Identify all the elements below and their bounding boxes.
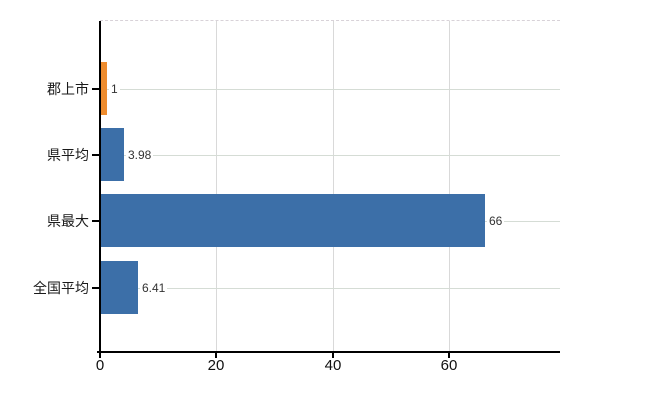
category-label: 県最大: [47, 213, 89, 229]
bar-2: [101, 194, 485, 247]
category-label: 郡上市: [47, 81, 89, 97]
bar-1: [101, 128, 124, 181]
x-tick-label: 40: [324, 357, 342, 374]
category-label: 全国平均: [33, 280, 89, 296]
bar-3: [101, 261, 138, 314]
bar-0: [101, 62, 107, 115]
y-axis-tick: [92, 220, 100, 222]
category-label: 県平均: [47, 147, 89, 163]
vertical-gridline: [216, 21, 217, 352]
value-label: 3.98: [126, 148, 154, 162]
vertical-gridline: [449, 21, 450, 352]
y-axis-line: [99, 21, 101, 352]
x-tick-label: 60: [440, 357, 458, 374]
value-label: 6.41: [140, 281, 168, 295]
value-label: 1: [109, 82, 120, 96]
x-tick-label: 0: [95, 357, 105, 374]
horizontal-gridline: [100, 155, 560, 156]
y-axis-tick: [92, 154, 100, 156]
vertical-gridline: [333, 21, 334, 352]
value-label: 66: [487, 214, 505, 228]
x-axis-tick: [215, 353, 217, 358]
x-axis-tick: [448, 353, 450, 358]
horizontal-gridline: [100, 288, 560, 289]
x-axis-tick: [332, 353, 334, 358]
x-axis-line: [97, 351, 560, 353]
horizontal-gridline: [100, 89, 560, 90]
y-axis-tick: [92, 287, 100, 289]
x-tick-label: 20: [207, 357, 225, 374]
plot-top-border: [100, 20, 560, 21]
x-axis-tick: [99, 353, 101, 358]
y-axis-tick: [92, 88, 100, 90]
